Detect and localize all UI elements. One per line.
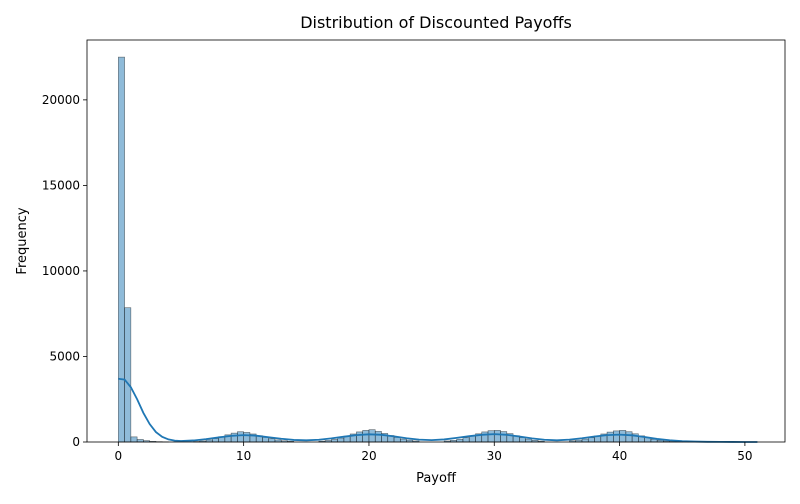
histogram-bar [244,432,250,442]
bars-layer [118,57,694,442]
y-tick-label: 0 [72,435,80,449]
x-tick-label: 10 [236,449,251,463]
histogram-bar [626,432,632,442]
y-tick-label: 5000 [49,349,80,363]
y-tick-label: 20000 [42,93,80,107]
histogram-bar [488,431,494,442]
x-tick-label: 20 [361,449,376,463]
histogram-bar [369,430,375,442]
histogram-bar [613,431,619,442]
histogram-bar [582,439,588,442]
histogram-bar [269,439,275,442]
kde-line [118,379,757,442]
histogram-bar [607,432,613,442]
histogram-bar [457,439,463,442]
histogram-bar [526,439,532,442]
histogram-bar [375,431,381,442]
y-tick-label: 10000 [42,264,80,278]
histogram-bar [463,438,469,442]
histogram-bar [356,432,362,442]
histogram-bar [494,430,500,442]
x-tick-label: 40 [612,449,627,463]
axes-layer: 0 10 20 30 40 50 0 5000 10000 15000 20000 [42,40,785,463]
histogram-bar [588,438,594,442]
histogram-bar [338,438,344,442]
y-tick-label: 15000 [42,178,80,192]
histogram-bar [482,432,488,442]
histogram-bar [394,437,400,442]
histogram-bar [125,308,131,442]
histogram-bar [231,433,237,442]
histogram-bar [237,432,243,442]
histogram-bar [118,57,124,442]
histogram-bar [212,439,218,442]
histogram-bar [262,437,268,442]
x-tick-label: 30 [487,449,502,463]
x-tick-label: 50 [737,449,752,463]
y-axis-label: Frequency [15,207,30,274]
histogram-bar [131,437,137,442]
x-tick-label: 0 [115,449,123,463]
chart-title: Distribution of Discounted Payoffs [300,13,572,32]
histogram-bar [363,430,369,442]
plot-frame [87,40,785,442]
histogram-bar [400,439,406,442]
x-axis-label: Payoff [416,471,457,486]
histogram-bar [501,432,507,442]
histogram-bar [620,430,626,442]
